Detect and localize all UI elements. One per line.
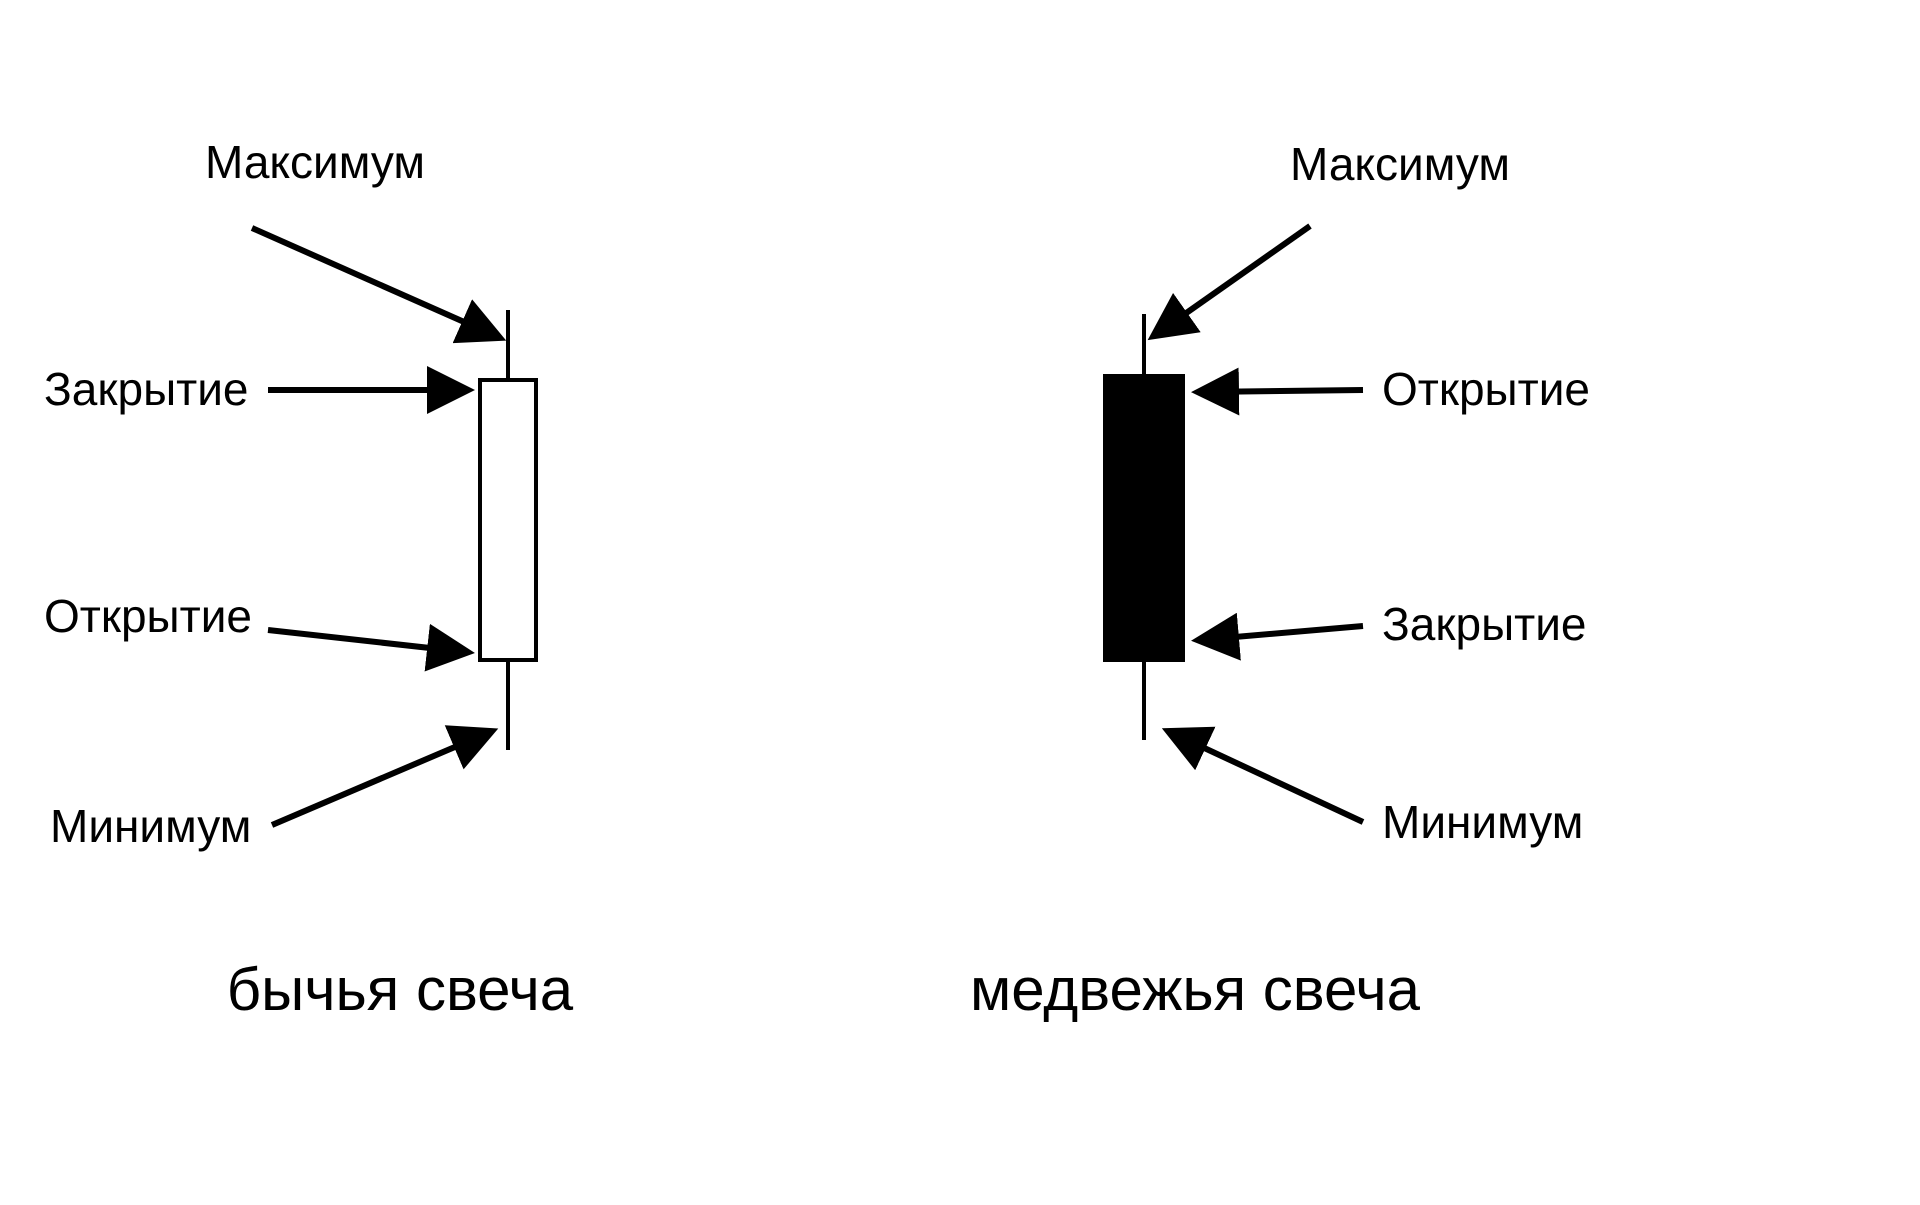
bearish-title: медвежья свеча: [970, 956, 1421, 1023]
bullish-label-open: Открытие: [44, 590, 252, 642]
bearish-arrow-low: [1170, 732, 1363, 822]
bearish-candle-body: [1105, 376, 1183, 660]
bullish-candle-body: [480, 380, 536, 660]
bullish-label-high: Максимум: [205, 136, 425, 188]
bullish-label-low: Минимум: [50, 800, 251, 852]
bullish-label-close: Закрытие: [44, 363, 248, 415]
bullish-title: бычья свеча: [227, 956, 574, 1023]
bearish-label-open: Открытие: [1382, 363, 1590, 415]
bearish-arrow-close: [1200, 626, 1363, 640]
bearish-arrow-open: [1200, 390, 1363, 392]
bearish-label-low: Минимум: [1382, 796, 1583, 848]
bearish-annotations: Максимум Открытие Закрытие Минимум: [1155, 138, 1590, 848]
candlestick-diagram: Максимум Закрытие Открытие Минимум бычья св…: [0, 0, 1920, 1200]
bullish-annotations: Максимум Закрытие Открытие Минимум: [44, 136, 498, 852]
bearish-label-close: Закрытие: [1382, 598, 1586, 650]
bullish-arrow-high: [252, 228, 498, 337]
bearish-label-high: Максимум: [1290, 138, 1510, 190]
bullish-arrow-open: [268, 630, 466, 652]
bullish-candle-group: [480, 310, 536, 750]
bearish-arrow-high: [1155, 226, 1310, 335]
bullish-arrow-low: [272, 732, 490, 825]
bearish-candle-group: [1105, 314, 1183, 740]
